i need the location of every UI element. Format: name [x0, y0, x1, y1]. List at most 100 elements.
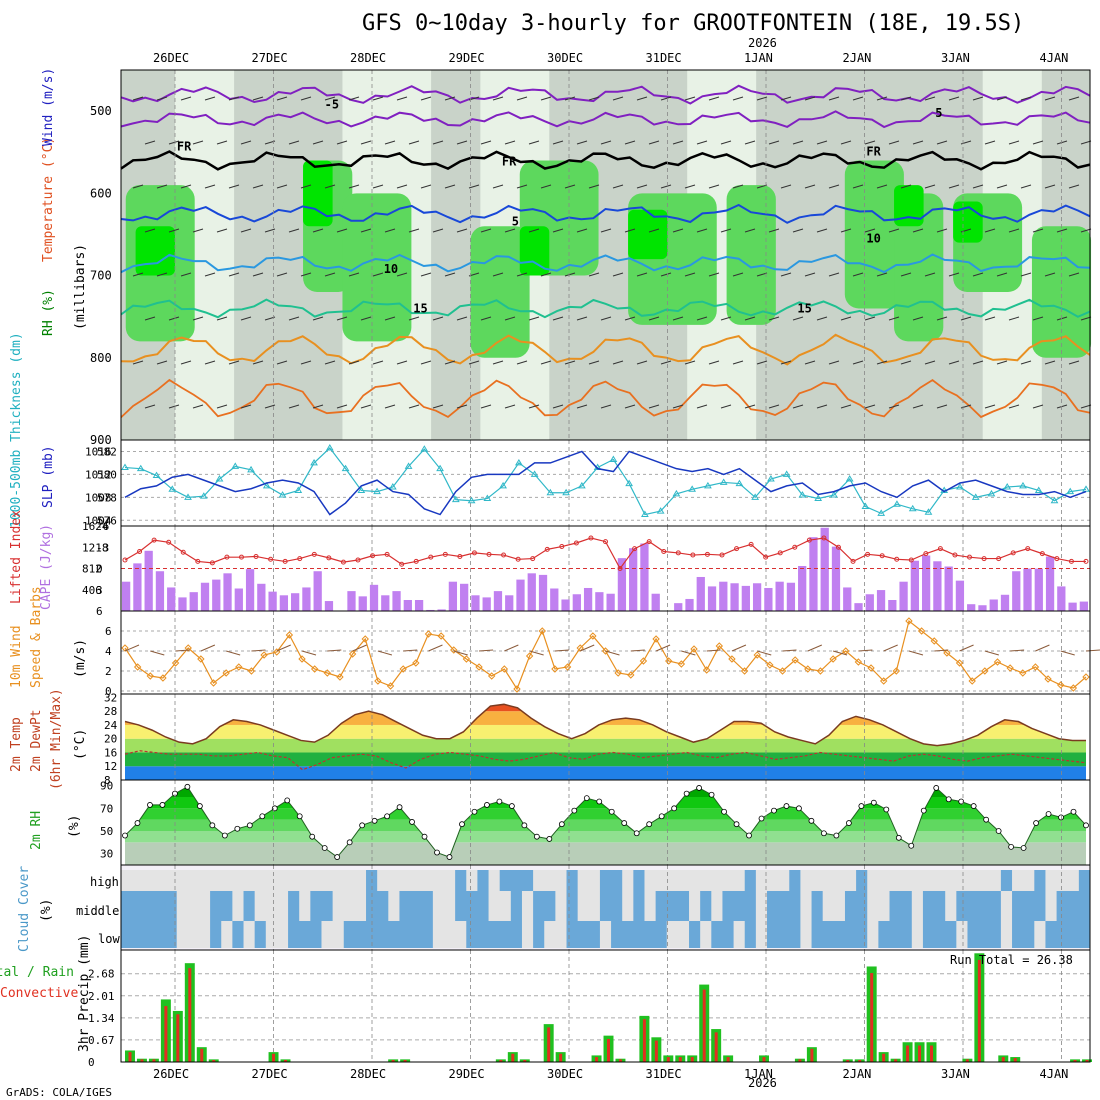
lifted-index-point [894, 556, 900, 562]
wind-barb [251, 649, 266, 652]
precip-tick: 0 [88, 1056, 95, 1069]
cloud-cell [577, 891, 590, 921]
thickness-point [373, 487, 381, 495]
rh-bands [125, 786, 1086, 865]
label-rh: RH (%) [41, 289, 56, 336]
cloud-cell [588, 870, 601, 891]
cloud-cell [1012, 891, 1024, 921]
temp-contour-5-upper [120, 110, 1091, 129]
cloud-cell [844, 870, 857, 891]
precip-convective-bar [152, 1059, 156, 1062]
wind-barb [1056, 404, 1068, 409]
cloud-cell [911, 891, 924, 921]
cape-bar [200, 582, 210, 611]
wind-barb [564, 184, 576, 189]
contour-label: 10 [384, 262, 398, 276]
wind-speed-point [247, 667, 256, 675]
cloud-cell [945, 921, 957, 948]
wind-speed-point [652, 635, 660, 643]
wind-barb [288, 316, 300, 321]
wind-barb [984, 228, 996, 233]
wind-barb [588, 96, 600, 101]
upper-air-panel: -5 5 FR FR FR 5 10 10 15 15 500 600 700 800 900 [90, 69, 1092, 447]
rh-saturated-region [519, 226, 550, 276]
wind-speed-point [374, 677, 382, 685]
wind-barb [226, 650, 241, 656]
wind-barb [756, 96, 768, 101]
rh-point [546, 836, 553, 842]
lifted-index-line [124, 537, 1086, 570]
label-cloud-units: (%) [39, 899, 54, 922]
lifted-index-point [792, 544, 798, 550]
cape-bar [505, 595, 514, 611]
lifted-index-point [981, 556, 987, 562]
precip-convective-bar [284, 1060, 287, 1062]
wind-barb [420, 184, 432, 189]
cape-bar [685, 598, 694, 611]
wind-barb [780, 96, 792, 101]
wind-speed-point [639, 657, 648, 665]
thickness-point [672, 489, 681, 497]
lifted-index-point [224, 554, 230, 560]
wind-barb [900, 96, 912, 101]
temp-contour-minus5 [120, 84, 1091, 105]
rh-point [196, 803, 203, 809]
cape-bar [257, 583, 266, 611]
cape-bar [561, 599, 570, 611]
wind-barb [804, 184, 816, 189]
lifted-index-point [952, 552, 958, 558]
wind-barb [403, 649, 418, 652]
wind-barb [396, 360, 408, 365]
cloud-cell [143, 891, 155, 921]
contour-label: 5 [935, 106, 942, 120]
wind-speed-point [690, 645, 698, 653]
wind-barb [706, 649, 721, 652]
wind-barb [948, 360, 960, 365]
cloud-cell [566, 870, 579, 891]
cape-bar [933, 561, 942, 611]
wind-tick: 6 [105, 625, 112, 638]
precip-convective-bar [212, 1060, 216, 1062]
temp-contour-25 [120, 378, 1091, 419]
bottom-date-label: 2JAN [843, 1067, 872, 1081]
cloud-cell [210, 870, 222, 891]
wind-barb [336, 140, 348, 145]
wind-barb [1060, 650, 1075, 656]
pressure-tick-label: 700 [90, 269, 112, 283]
cape-bar [155, 571, 165, 611]
lifted-index-point [268, 556, 274, 562]
rh-point [596, 798, 603, 805]
rh-point [446, 854, 453, 860]
cloud-cell [666, 921, 679, 948]
lifted-index-point [1054, 556, 1060, 562]
cloud-cell [755, 891, 768, 921]
thickness-point [688, 485, 697, 492]
cloud-cell [722, 891, 735, 921]
pressure-tick-label: 500 [90, 104, 112, 118]
wind-speed-point [968, 677, 976, 685]
wind-speed-point [614, 669, 622, 677]
cape-bar [1023, 568, 1032, 611]
wind-speed-point [791, 656, 799, 664]
cloud-cell [544, 891, 556, 921]
wind-barb [492, 184, 504, 189]
wind-barb [529, 650, 544, 656]
precip-tick: 1.34 [88, 1012, 115, 1025]
wind-tick: 0 [105, 685, 112, 698]
wind-barb [252, 360, 264, 365]
cloud-cell [689, 870, 701, 891]
wind-barb [504, 140, 516, 145]
wind-barb [132, 360, 144, 365]
rh-point [1070, 808, 1077, 815]
wind-barb [348, 272, 360, 277]
lifted-index-point [1010, 550, 1016, 556]
precip-convective-bar [642, 1019, 646, 1062]
cloud-cell [956, 921, 968, 948]
lifted-index-point [617, 566, 623, 571]
wind-barb [1008, 404, 1020, 409]
wind-barb [696, 316, 708, 321]
cloud-cell [466, 891, 478, 921]
wind-barb [900, 272, 912, 277]
cloud-cell [844, 921, 857, 948]
cloud-cell [967, 921, 980, 948]
